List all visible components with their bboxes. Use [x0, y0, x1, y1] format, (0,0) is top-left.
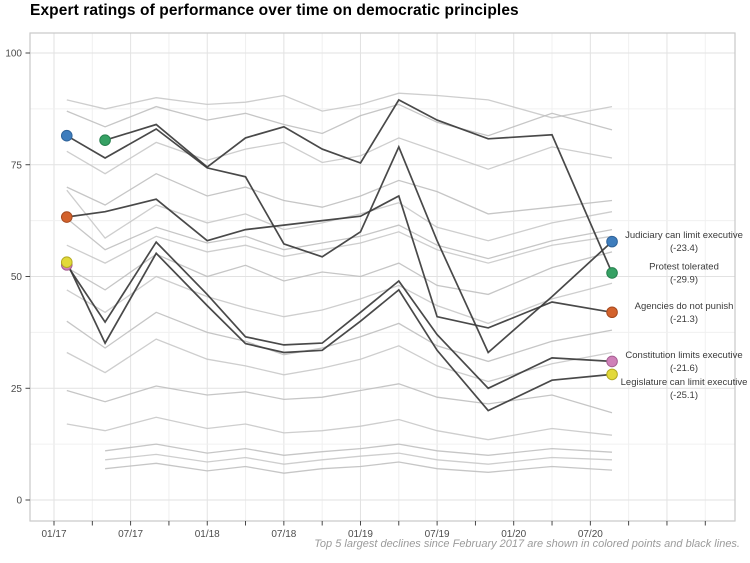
series-start-point-protest-tolerated: [99, 134, 111, 146]
background-series-line: [66, 251, 613, 296]
background-series-line: [105, 461, 613, 474]
chart-title: Expert ratings of performance over time …: [30, 2, 519, 19]
background-series-line: [66, 217, 613, 260]
series-line-constitution-limits-executive: [66, 240, 613, 390]
series-end-point-agencies-do-not-punish: [606, 306, 618, 319]
y-tick-label: 25: [11, 384, 23, 395]
x-tick-label: 07/20: [578, 529, 603, 540]
series-line-agencies-do-not-punish: [66, 194, 613, 329]
panel-border: [29, 32, 736, 522]
background-series-line: [66, 137, 613, 175]
series-start-point-judiciary-can-limit-executive: [60, 129, 73, 142]
series-decline-legislature-can-limit-executive: (-25.1): [670, 390, 698, 401]
background-series-line: [66, 338, 613, 383]
series-end-point-protest-tolerated: [606, 267, 618, 279]
background-series-line: [105, 452, 613, 465]
background-series-line: [66, 172, 613, 215]
background-series-line: [66, 416, 613, 441]
series-line-legislature-can-limit-executive: [66, 251, 613, 412]
background-series-line: [66, 92, 613, 119]
chart-caption: Top 5 largest declines since February 20…: [314, 538, 740, 550]
series-start-point-agencies-do-not-punish: [60, 211, 73, 223]
series-label-agencies-do-not-punish: Agencies do not punish: [635, 301, 734, 312]
background-series-line: [66, 231, 613, 264]
x-tick-label: 07/19: [425, 529, 450, 540]
y-tick-label: 75: [11, 160, 23, 171]
x-tick-label: 01/19: [348, 529, 373, 540]
series-label-constitution-limits-executive: Constitution limits executive: [625, 350, 742, 361]
x-tick-label: 01/20: [501, 529, 526, 540]
series-label-legislature-can-limit-executive: Legislature can limit executive: [621, 377, 748, 388]
series-decline-judiciary-can-limit-executive: (-23.4): [670, 243, 698, 254]
series-line-judiciary-can-limit-executive: [66, 127, 613, 354]
series-end-point-judiciary-can-limit-executive: [606, 235, 618, 248]
background-series-line: [66, 103, 613, 137]
background-series-line: [66, 311, 613, 363]
background-series-line: [66, 383, 613, 414]
series-decline-protest-tolerated: (-29.9): [670, 274, 698, 285]
y-tick-label: 0: [16, 496, 22, 507]
y-tick-label: 100: [5, 49, 22, 60]
y-tick-label: 50: [11, 272, 23, 283]
series-line-protest-tolerated: [104, 98, 613, 274]
x-tick-label: 07/17: [118, 529, 143, 540]
x-tick-label: 01/18: [195, 529, 220, 540]
series-end-point-legislature-can-limit-executive: [606, 368, 618, 381]
series-decline-constitution-limits-executive: (-21.6): [670, 363, 698, 374]
x-tick-label: 07/18: [271, 529, 296, 540]
background-series-line: [105, 443, 613, 456]
series-end-point-constitution-limits-executive: [606, 355, 618, 368]
x-tick-label: 01/17: [41, 529, 66, 540]
series-decline-agencies-do-not-punish: (-21.3): [670, 314, 698, 325]
series-label-judiciary-can-limit-executive: Judiciary can limit executive: [625, 230, 743, 241]
series-start-point-legislature-can-limit-executive: [60, 256, 73, 268]
background-series-line: [66, 189, 613, 242]
background-series-line: [66, 275, 613, 325]
series-label-protest-tolerated: Protest tolerated: [649, 261, 719, 272]
